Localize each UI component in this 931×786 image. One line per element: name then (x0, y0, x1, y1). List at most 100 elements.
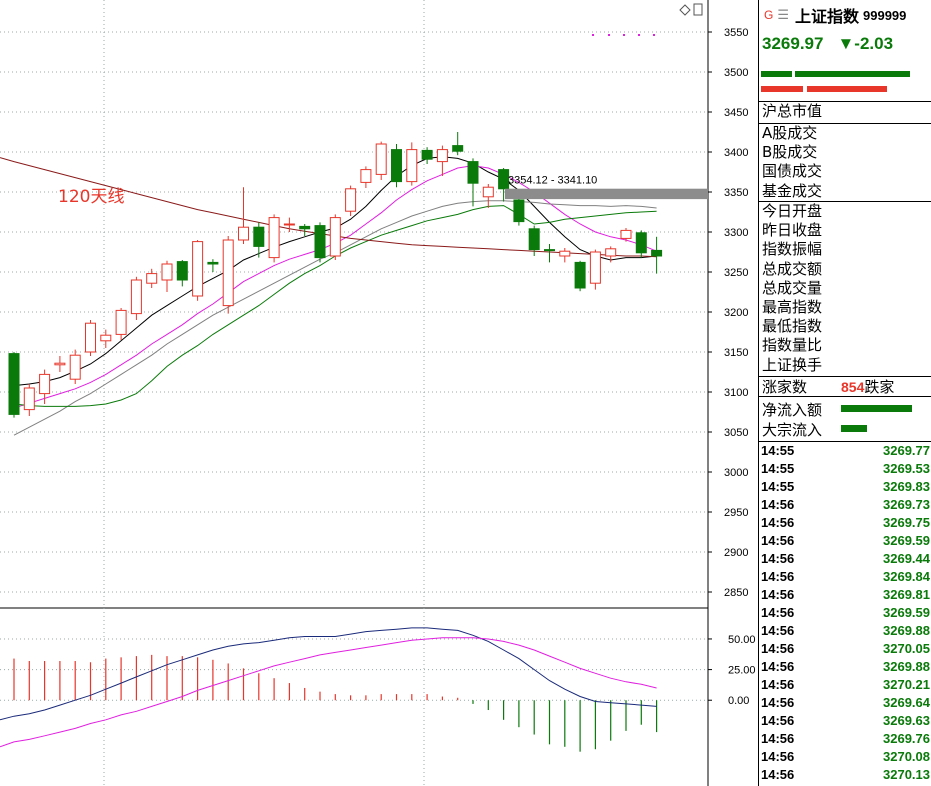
expand-icon[interactable] (693, 3, 703, 16)
candle-body (467, 161, 479, 184)
sell-bar (807, 86, 887, 92)
candle-body (360, 169, 372, 183)
stat-label: B股成交 (762, 143, 818, 162)
tick-row[interactable]: 14:56 3270.13 (759, 766, 931, 784)
signal-dot (653, 34, 655, 36)
tick-time: 14:55 (761, 443, 795, 458)
g-badge[interactable]: G (764, 8, 774, 22)
tick-price: 3269.64 (883, 695, 930, 710)
tick-time: 14:55 (761, 479, 795, 494)
tick-row[interactable]: 14:56 3269.63 (759, 712, 931, 730)
net-inflow-row: 净流入额 (759, 399, 931, 420)
tick-row[interactable]: 14:56 3269.44 (759, 550, 931, 568)
candle-body (452, 145, 464, 152)
tick-price: 3270.08 (883, 749, 930, 764)
stat-label: 今日开盘 (762, 202, 823, 220)
tick-label: 3050 (724, 427, 748, 439)
tick-price: 3269.76 (883, 731, 930, 746)
candle-body (605, 248, 617, 257)
candle-body (192, 241, 204, 297)
tick-price: 3269.44 (883, 551, 930, 566)
stat-label: 国债成交 (762, 162, 823, 181)
gap-band (505, 188, 708, 200)
tick-time: 14:56 (761, 605, 795, 620)
macd-tick-label: 25.00 (728, 665, 756, 677)
tick-row[interactable]: 14:55 3269.83 (759, 478, 931, 496)
tick-time: 14:56 (761, 623, 795, 638)
stat-label: 最低指数 (762, 317, 823, 336)
tick-label: 3300 (724, 227, 748, 239)
tick-price: 3269.84 (883, 569, 930, 584)
candle-body (207, 261, 219, 265)
candle-body (238, 226, 249, 241)
chart-grid (0, 0, 709, 786)
tick-label: 3000 (724, 467, 748, 479)
tick-row[interactable]: 14:55 3269.53 (759, 460, 931, 478)
candle-body (375, 143, 387, 175)
candle-body (513, 199, 525, 223)
kline-chart[interactable]: 3550 3500 3450 3400 3350 3300 3250 3200 3150 3100… (0, 0, 758, 786)
advance-label: 涨家数 (762, 378, 808, 396)
tick-time: 14:56 (761, 515, 795, 530)
tick-row[interactable]: 14:56 3269.64 (759, 694, 931, 712)
tick-row[interactable]: 14:56 3269.88 (759, 658, 931, 676)
tick-label: 3200 (724, 307, 748, 319)
tick-price: 3270.21 (883, 677, 930, 692)
candle-body (559, 250, 571, 257)
candle-body (406, 149, 418, 183)
tick-label: 3500 (724, 67, 748, 79)
tick-price: 3269.77 (883, 443, 930, 458)
index-code: 999999 (863, 7, 907, 23)
tick-time: 14:56 (761, 659, 795, 674)
tick-label: 3450 (724, 107, 748, 119)
candle-body (69, 354, 81, 380)
tick-row[interactable]: 14:56 3269.84 (759, 568, 931, 586)
tick-list[interactable]: 14:55 3269.77 14:55 3269.53 14:55 3269.83 14:5… (759, 441, 931, 784)
candle-body (222, 239, 234, 307)
tick-time: 14:56 (761, 767, 795, 782)
candle-body (115, 309, 127, 335)
stat-label: 上证换手 (762, 355, 823, 374)
signal-dot (638, 34, 640, 36)
candle-body (345, 188, 357, 212)
turnover-rows: A股成交 B股成交 国债成交 基金成交 (759, 123, 931, 201)
block-inflow-bar (841, 425, 867, 432)
diamond-icon[interactable] (679, 4, 691, 16)
tick-row[interactable]: 14:56 3270.21 (759, 676, 931, 694)
candle-body (146, 273, 158, 284)
decline-label: 跌家 (864, 378, 895, 396)
signal-dot (623, 34, 625, 36)
tick-time: 14:56 (761, 569, 795, 584)
tick-row[interactable]: 14:56 3269.81 (759, 586, 931, 604)
tick-price: 3269.59 (883, 533, 930, 548)
ma-line (0, 157, 657, 258)
tick-price: 3269.53 (883, 461, 930, 476)
price-axis: 3550 3500 3450 3400 3350 3300 3250 3200 3150 3100… (708, 27, 748, 599)
tick-price: 3269.59 (883, 605, 930, 620)
candle-body (23, 387, 35, 411)
candle-body (8, 353, 20, 415)
gap-label: 3354.12 - 3341.10 (508, 175, 597, 187)
tick-row[interactable]: 14:56 3270.05 (759, 640, 931, 658)
tick-price: 3269.88 (883, 659, 930, 674)
sell-bar (761, 86, 803, 92)
tick-row[interactable]: 14:56 3269.88 (759, 622, 931, 640)
tick-row[interactable]: 14:56 3270.08 (759, 748, 931, 766)
tick-row[interactable]: 14:56 3269.59 (759, 532, 931, 550)
tick-price: 3270.05 (883, 641, 930, 656)
macd-dea-line (0, 637, 657, 748)
candle-body (100, 334, 112, 342)
tick-row[interactable]: 14:55 3269.77 (759, 442, 931, 460)
tick-row[interactable]: 14:56 3269.73 (759, 496, 931, 514)
stat-label: 最高指数 (762, 297, 823, 316)
tick-row[interactable]: 14:56 3269.76 (759, 730, 931, 748)
candle-body (283, 223, 295, 226)
quote-header: G ☰ 上证指数 999999 (759, 0, 931, 30)
tick-row[interactable]: 14:56 3269.59 (759, 604, 931, 622)
candle-body (635, 232, 647, 254)
candlesticks[interactable] (8, 132, 663, 418)
tick-row[interactable]: 14:56 3269.75 (759, 514, 931, 532)
menu-icon[interactable]: ☰ (777, 7, 789, 22)
candle-body (299, 225, 311, 230)
net-inflow-label: 净流入额 (762, 401, 823, 419)
